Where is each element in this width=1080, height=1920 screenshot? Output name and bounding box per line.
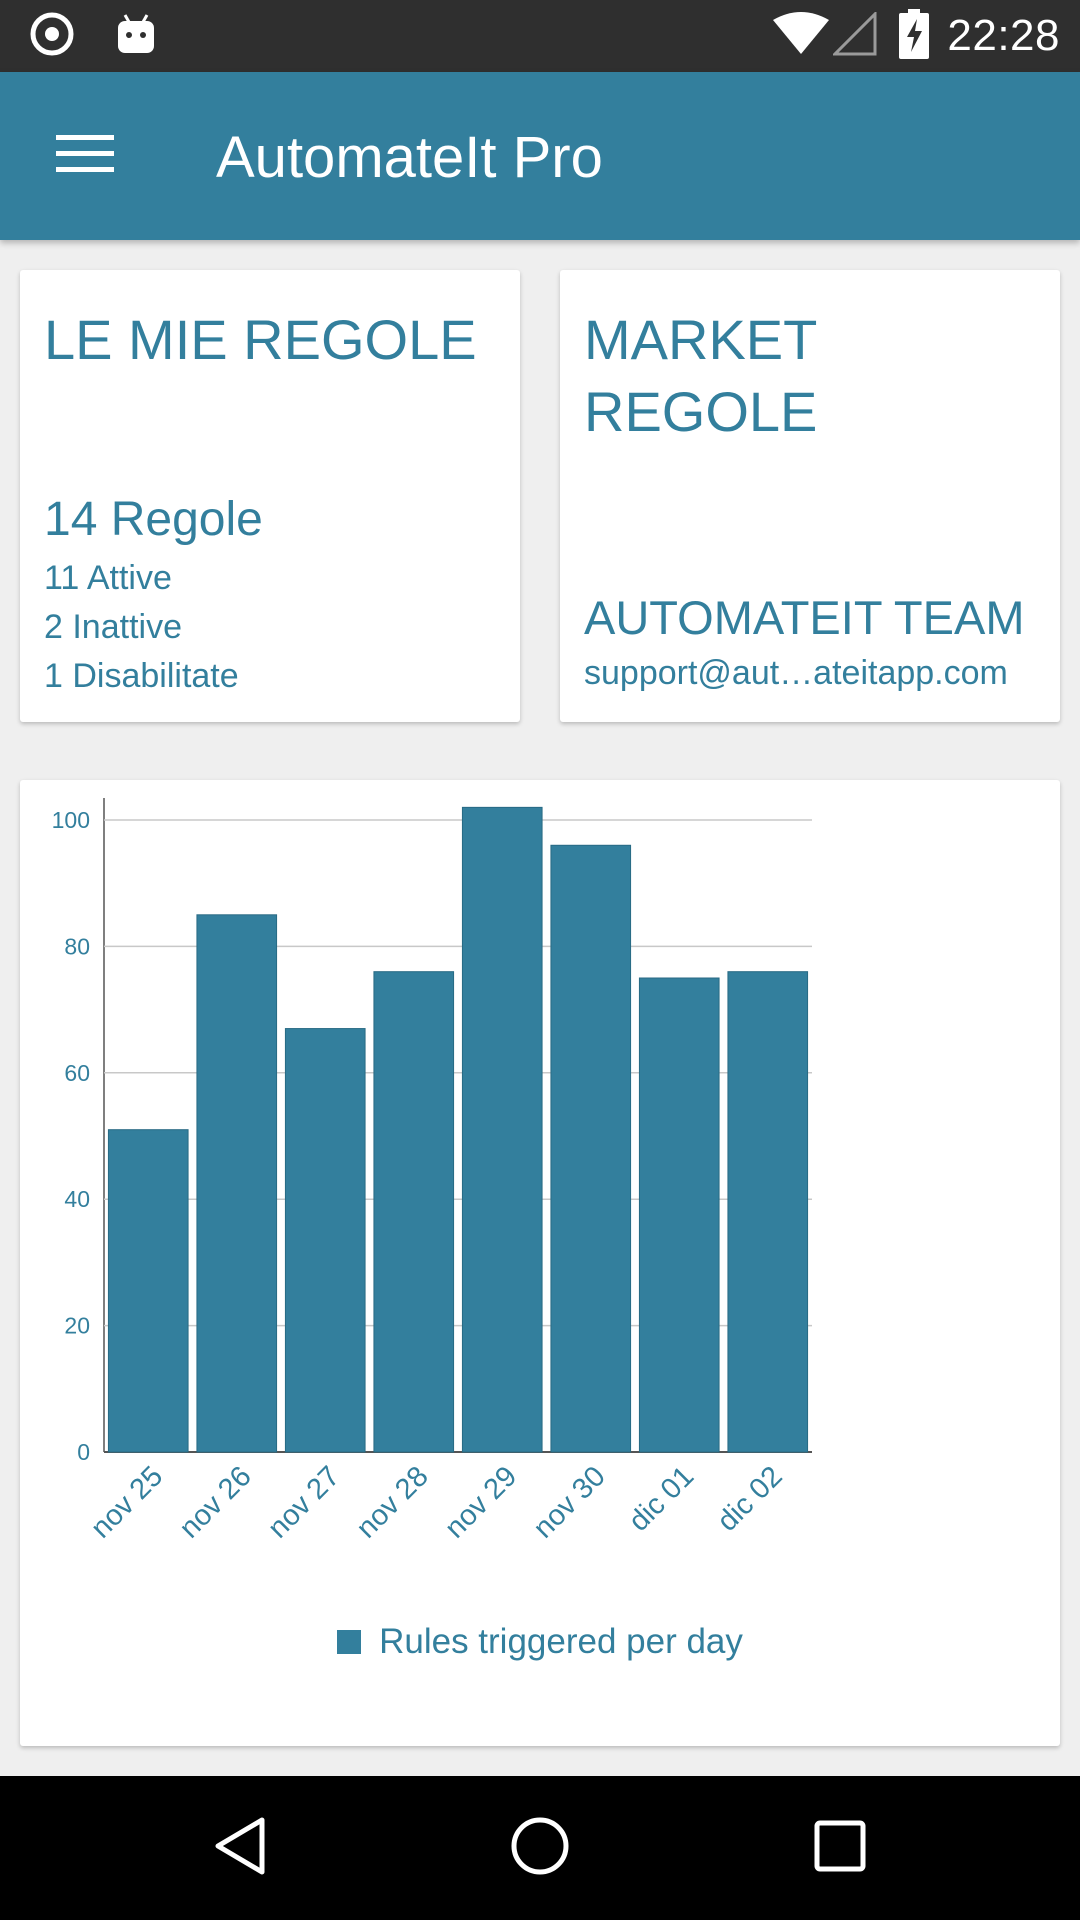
home-icon [510, 1816, 570, 1881]
y-tick-label: 100 [52, 807, 90, 833]
chart-bar [727, 971, 809, 1453]
team-email: support@aut…ateitapp.com [584, 654, 1008, 692]
chart-bar [107, 1129, 189, 1453]
x-tick-label: nov 27 [262, 1460, 346, 1544]
x-tick-label: nov 29 [439, 1460, 523, 1544]
chart-card: 0 20 40 60 80 100 nov 25 nov 26 nov 27 nov 28 nov … [20, 780, 1060, 1746]
status-bar: 22:28 [0, 0, 1080, 72]
app-title: AutomateIt Pro [216, 125, 603, 190]
signal-icon [831, 9, 877, 61]
x-tick-label: nov 28 [350, 1460, 434, 1544]
chart-bar [638, 977, 720, 1453]
x-tick-label: dic 02 [711, 1460, 788, 1537]
sync-circle-icon [28, 10, 76, 63]
battery-charging-icon [899, 8, 930, 64]
y-tick-label: 80 [64, 933, 90, 959]
x-tick-label: nov 25 [85, 1460, 169, 1544]
chart-legend: Rules triggered per day [20, 1622, 1060, 1662]
market-rules-title: MARKET REGOLE [584, 308, 818, 443]
x-tick-label: nov 26 [173, 1460, 257, 1544]
y-tick-label: 40 [64, 1186, 90, 1212]
recents-icon [814, 1820, 866, 1877]
y-tick-label: 20 [64, 1313, 90, 1339]
chart-bar [196, 914, 278, 1453]
x-tick-label: dic 01 [623, 1460, 700, 1537]
chart-bar [461, 806, 543, 1453]
chart-bar [284, 1028, 366, 1453]
home-button[interactable] [500, 1808, 580, 1888]
chart-bar [373, 971, 455, 1453]
chart-bar [550, 844, 632, 1453]
y-tick-label: 0 [77, 1439, 90, 1465]
team-name: AUTOMATEIT TEAM [584, 591, 1025, 644]
my-rules-card[interactable]: LE MIE REGOLE 14 Regole 11 Attive 2 Inat… [20, 270, 520, 722]
back-icon [212, 1816, 268, 1881]
rules-active: 11 Attive [44, 559, 172, 597]
x-tick-label: nov 30 [527, 1460, 611, 1544]
hamburger-menu-icon [56, 133, 114, 180]
navigation-bar [0, 1776, 1080, 1920]
market-rules-card[interactable]: MARKET REGOLE AUTOMATEIT TEAM support@au… [560, 270, 1060, 722]
android-icon [116, 13, 156, 60]
menu-button[interactable] [40, 118, 130, 194]
legend-swatch [337, 1630, 362, 1654]
legend-label: Rules triggered per day [379, 1622, 743, 1661]
rules-disabled: 1 Disabilitate [44, 657, 239, 695]
wifi-icon [773, 11, 830, 61]
back-button[interactable] [200, 1808, 280, 1888]
rules-total: 14 Regole [44, 493, 263, 546]
status-time: 22:28 [947, 11, 1060, 60]
recents-button[interactable] [800, 1808, 880, 1888]
my-rules-title: LE MIE REGOLE [44, 308, 477, 371]
app-bar: AutomateIt Pro [0, 72, 1080, 240]
y-tick-label: 60 [64, 1060, 90, 1086]
rules-inactive: 2 Inattive [44, 608, 182, 646]
